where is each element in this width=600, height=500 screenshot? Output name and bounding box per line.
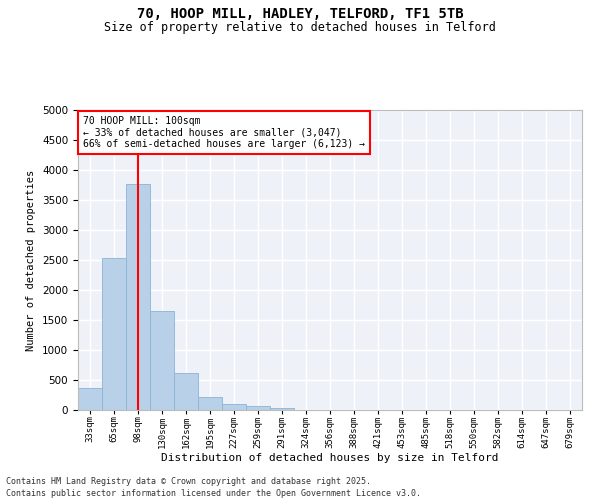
Bar (174, 373, 198, 410)
Bar (78, 388, 102, 410)
Bar (198, 398, 222, 410)
Bar (150, 311, 174, 410)
Text: Contains public sector information licensed under the Open Government Licence v3: Contains public sector information licen… (6, 488, 421, 498)
Text: 70 HOOP MILL: 100sqm
← 33% of detached houses are smaller (3,047)
66% of semi-de: 70 HOOP MILL: 100sqm ← 33% of detached h… (83, 116, 365, 149)
Y-axis label: Number of detached properties: Number of detached properties (26, 170, 37, 350)
Bar (270, 408, 294, 410)
Text: Size of property relative to detached houses in Telford: Size of property relative to detached ho… (104, 21, 496, 34)
Bar (102, 258, 126, 410)
Text: Contains HM Land Registry data © Crown copyright and database right 2025.: Contains HM Land Registry data © Crown c… (6, 477, 371, 486)
X-axis label: Distribution of detached houses by size in Telford: Distribution of detached houses by size … (161, 454, 499, 464)
Bar (246, 406, 270, 410)
Text: 70, HOOP MILL, HADLEY, TELFORD, TF1 5TB: 70, HOOP MILL, HADLEY, TELFORD, TF1 5TB (137, 8, 463, 22)
Bar (222, 404, 246, 410)
Bar (126, 184, 150, 410)
